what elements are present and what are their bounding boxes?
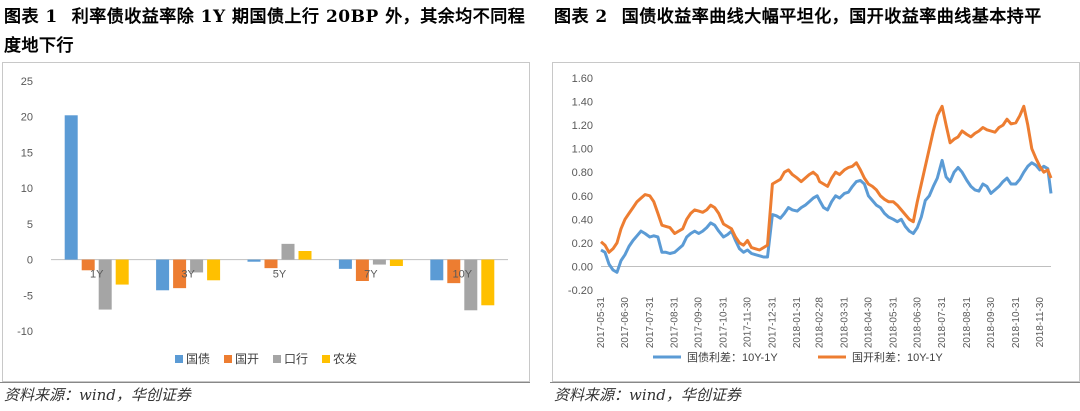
y-tick-label: -0.20 <box>568 285 593 297</box>
y-tick-label: 25 <box>21 76 33 88</box>
figure-2-source: 资料来源：wind，华创证券 <box>554 386 741 404</box>
x-tick-label: 2017-10-31 <box>719 297 730 349</box>
y-tick-label: 0.20 <box>572 238 593 250</box>
x-tick-label: 2017-05-31 <box>596 297 607 349</box>
y-tick-label: 10 <box>21 183 33 195</box>
figure-2: 图表 2 国债收益率曲线大幅平坦化，国开收益率曲线基本持平 1.60 1.40 1.2… <box>550 0 1080 411</box>
bar <box>355 259 369 281</box>
legend-label: 国债 <box>186 352 210 366</box>
x-tick-label: 2017-11-30 <box>743 297 754 348</box>
legend-label: 国开 <box>235 352 259 366</box>
bar <box>156 259 170 291</box>
bar-chart-frame: 25 20 15 10 5 0 -5 -10 1Y 3Y 5Y 7Y 10Y 国债 国开 口行 农发 <box>2 62 530 382</box>
bar <box>464 259 478 311</box>
x-tick-label: 3Y <box>181 269 195 281</box>
figure-2-number: 图表 2 <box>554 7 608 27</box>
y-tick-label: 0.40 <box>572 214 593 226</box>
bar <box>115 259 129 285</box>
x-tick-label: 2018-08-31 <box>962 297 973 349</box>
bar <box>281 243 295 260</box>
bar <box>447 259 461 284</box>
x-tick-label: 2017-09-30 <box>694 297 705 349</box>
legend-swatch <box>273 355 281 363</box>
x-tick-label: 2017-12-31 <box>767 297 778 349</box>
y-tick-label: 5 <box>27 219 33 231</box>
x-tick-label: 2017-06-30 <box>620 297 631 349</box>
x-tick-label: 2018-11-30 <box>1035 297 1046 348</box>
y-tick-label: 1.60 <box>572 73 593 85</box>
legend-swatch <box>175 355 183 363</box>
x-tick-label: 2018-05-31 <box>888 297 899 349</box>
bar <box>64 115 78 260</box>
legend-label: 农发 <box>333 351 357 366</box>
x-tick-label: 10Y <box>453 269 473 281</box>
legend-swatch <box>224 355 232 363</box>
x-tick-label: 2018-09-30 <box>986 297 997 349</box>
bar <box>372 259 386 265</box>
legend-label: 国债利差：10Y-1Y <box>687 350 778 364</box>
y-tick-label: 1.40 <box>572 97 593 109</box>
y-tick-label: 0.60 <box>572 191 593 203</box>
bar <box>247 259 261 262</box>
legend-label: 口行 <box>284 352 308 366</box>
figure-2-title: 图表 2 国债收益率曲线大幅平坦化，国开收益率曲线基本持平 <box>554 3 1078 32</box>
source-divider <box>0 382 530 383</box>
bar <box>98 259 112 310</box>
x-tick-label: 2018-10-31 <box>1011 297 1022 349</box>
line-chart: 1.60 1.40 1.20 1.00 0.80 0.60 0.40 0.20 0.00 -0.2… <box>568 73 1053 364</box>
figure-2-title-text: 国债收益率曲线大幅平坦化，国开收益率曲线基本持平 <box>621 7 1042 27</box>
figure-1-number: 图表 1 <box>4 7 58 27</box>
figure-1-source: 资料来源：wind，华创证券 <box>4 386 191 404</box>
x-tick-label: 2018-07-31 <box>937 297 948 349</box>
series-line <box>600 104 1053 254</box>
figure-1-title-text: 利率债收益率除 1Y 期国债上行 20BP 外，其余均不同程度地下行 <box>4 7 526 56</box>
y-tick-label: 0.00 <box>572 261 593 273</box>
x-tick-label: 5Y <box>273 269 287 281</box>
y-tick-label: 15 <box>21 147 33 159</box>
bar <box>173 259 187 289</box>
legend-label: 国开利差：10Y-1Y <box>852 350 943 364</box>
bar <box>338 259 352 269</box>
x-tick-label: 2018-02-28 <box>815 297 826 349</box>
x-tick-label: 2018-01-31 <box>792 297 803 349</box>
x-tick-label: 2018-06-30 <box>912 297 923 349</box>
x-tick-label: 2018-03-31 <box>839 297 850 349</box>
x-tick-label: 2017-08-31 <box>670 297 681 349</box>
series-line <box>600 158 1053 274</box>
y-tick-label: 0.80 <box>572 167 593 179</box>
bar <box>207 259 221 281</box>
x-tick-label: 2017-07-31 <box>645 297 656 349</box>
bar <box>430 259 444 281</box>
bar <box>389 259 403 266</box>
figure-1-title: 图表 1 利率债收益率除 1Y 期国债上行 20BP 外，其余均不同程度地下行 <box>4 3 528 61</box>
bar <box>481 259 495 306</box>
line-chart-frame: 1.60 1.40 1.20 1.00 0.80 0.60 0.40 0.20 0.00 -0.2… <box>552 62 1080 382</box>
legend-swatch <box>322 355 330 363</box>
y-tick-label: 1.20 <box>572 120 593 132</box>
bar <box>264 259 278 269</box>
bar <box>190 259 204 273</box>
source-divider <box>550 382 1080 383</box>
y-tick-label: -10 <box>17 326 33 338</box>
bar <box>81 259 95 271</box>
y-tick-label: 1.00 <box>572 144 593 156</box>
bar <box>298 251 312 260</box>
y-tick-label: 20 <box>21 112 33 124</box>
x-tick-label: 1Y <box>90 269 104 281</box>
y-tick-label: 0 <box>27 255 33 267</box>
x-tick-label: 7Y <box>364 269 378 281</box>
figure-1: 图表 1 利率债收益率除 1Y 期国债上行 20BP 外，其余均不同程度地下行 2… <box>0 0 530 411</box>
x-tick-label: 2018-04-30 <box>863 297 874 349</box>
y-tick-label: -5 <box>23 290 33 302</box>
bar-chart: 25 20 15 10 5 0 -5 -10 1Y 3Y 5Y 7Y 10Y 国债 国开 口行 农发 <box>17 76 508 366</box>
